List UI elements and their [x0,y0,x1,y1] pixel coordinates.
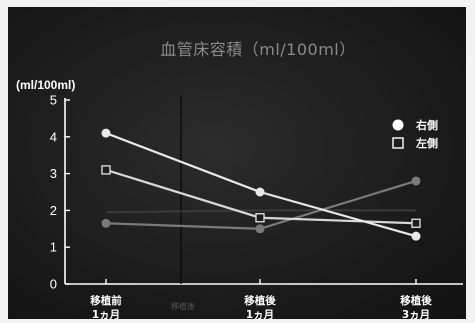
x-tick-label: 移植後 [244,294,276,307]
x-tick-label: 3ヵ月 [402,309,430,319]
legend-marker [392,137,404,149]
y-tick-label: 0 [50,277,57,292]
y-tick-label: 4 [50,129,57,144]
event-annotation: 移植後 [171,301,195,311]
axes: 0 1 2 3 4 5 移植後 移植前 1ヵ月 移植後 1ヵ月 移植後 3ヵ月 [50,93,463,319]
data-point [255,224,265,234]
legend-marker [392,119,404,131]
y-tick-label: 3 [50,166,57,181]
data-point [411,176,421,186]
data-point [255,187,265,197]
chart-frame: 血管床容積（ml/100ml） (ml/100ml) 0 1 2 3 4 5 移植後 移植前 1… [8,7,466,319]
legend-label: 右側 [415,118,438,132]
x-tick-label: 移植前 [90,294,122,307]
y-axis-label: (ml/100ml) [16,78,75,92]
x-tick-label: 1ヵ月 [92,309,120,319]
x-tick-label: 1ヵ月 [246,309,274,319]
data-point [101,218,111,228]
data-point [101,128,111,138]
data-point [255,213,265,223]
series-layer [101,128,421,241]
y-tick-label: 5 [50,93,57,108]
data-point [101,165,111,175]
legend-label: 左側 [415,136,438,150]
chart-title: 血管床容積（ml/100ml） [160,40,356,59]
series-line [105,209,416,214]
x-tick-label: 移植後 [400,294,432,307]
data-point [411,218,421,228]
blood-volume-chart: 血管床容積（ml/100ml） (ml/100ml) 0 1 2 3 4 5 移植後 移植前 1… [16,40,463,319]
y-tick-label: 1 [50,240,57,255]
data-point [411,231,421,241]
y-tick-label: 2 [50,203,57,218]
